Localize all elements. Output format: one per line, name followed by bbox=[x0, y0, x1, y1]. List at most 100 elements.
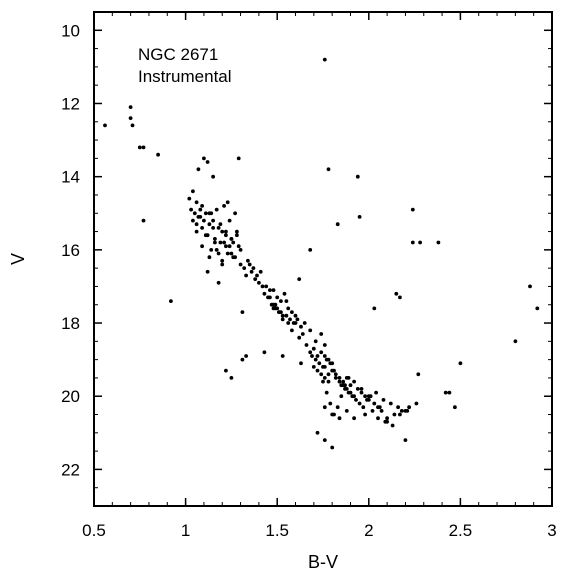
data-point bbox=[379, 409, 384, 413]
data-point bbox=[229, 376, 234, 380]
data-point bbox=[284, 313, 289, 318]
data-point bbox=[372, 401, 377, 406]
data-point bbox=[322, 376, 327, 380]
data-point bbox=[410, 240, 415, 245]
data-point bbox=[290, 328, 294, 333]
data-point bbox=[374, 390, 378, 395]
data-point bbox=[343, 387, 347, 391]
data-point bbox=[370, 409, 375, 413]
data-point bbox=[513, 339, 518, 344]
data-point bbox=[343, 383, 347, 388]
data-point bbox=[214, 207, 219, 212]
data-point bbox=[315, 354, 320, 358]
data-point bbox=[321, 379, 325, 384]
data-point bbox=[315, 430, 320, 435]
data-point bbox=[169, 299, 173, 303]
data-point bbox=[304, 343, 309, 347]
data-point bbox=[286, 321, 291, 325]
data-point bbox=[262, 291, 267, 296]
data-point bbox=[322, 438, 327, 442]
data-point bbox=[337, 379, 342, 384]
data-point bbox=[355, 387, 360, 391]
data-point bbox=[319, 332, 324, 336]
data-point bbox=[229, 237, 234, 241]
data-point bbox=[453, 405, 457, 410]
y-tick-label: 16 bbox=[61, 241, 80, 260]
data-point bbox=[322, 365, 327, 369]
data-point bbox=[240, 310, 245, 314]
x-tick-label: 0.5 bbox=[82, 521, 106, 540]
data-point bbox=[335, 405, 340, 410]
data-point bbox=[187, 196, 192, 201]
y-tick-label: 18 bbox=[61, 314, 80, 333]
data-point bbox=[328, 361, 333, 366]
data-point bbox=[258, 269, 263, 274]
data-point bbox=[365, 398, 369, 402]
data-point bbox=[128, 116, 133, 120]
data-point bbox=[396, 405, 400, 410]
data-point bbox=[227, 244, 232, 249]
data-point bbox=[192, 211, 197, 216]
data-point bbox=[222, 204, 227, 208]
data-point bbox=[200, 226, 205, 230]
data-point bbox=[403, 438, 408, 442]
data-point bbox=[418, 240, 422, 245]
data-point bbox=[213, 237, 217, 241]
data-point bbox=[216, 251, 221, 256]
data-point bbox=[260, 284, 265, 289]
data-point bbox=[322, 354, 327, 358]
x-axis-ticks: 0.5 1 1.5 2 2.5 3 bbox=[82, 12, 557, 540]
data-point bbox=[313, 339, 318, 344]
data-point bbox=[247, 262, 252, 267]
data-point bbox=[330, 445, 335, 450]
data-point bbox=[205, 269, 210, 274]
data-point bbox=[392, 412, 397, 417]
data-point bbox=[257, 280, 261, 285]
data-point bbox=[310, 354, 314, 358]
data-point bbox=[213, 240, 217, 245]
data-point bbox=[458, 361, 463, 366]
data-point bbox=[288, 317, 292, 322]
data-point bbox=[339, 394, 344, 399]
data-point bbox=[128, 105, 133, 109]
y-tick-label: 12 bbox=[61, 94, 80, 113]
data-point bbox=[299, 324, 303, 329]
data-point bbox=[218, 240, 223, 245]
data-point bbox=[198, 207, 203, 212]
data-point bbox=[315, 368, 320, 373]
data-point bbox=[242, 266, 247, 270]
data-point bbox=[233, 255, 238, 260]
data-point bbox=[211, 226, 216, 230]
data-point bbox=[244, 273, 249, 278]
data-point bbox=[416, 372, 421, 377]
data-point bbox=[200, 244, 205, 249]
data-point bbox=[311, 365, 316, 369]
data-point bbox=[346, 376, 351, 380]
data-point bbox=[398, 295, 402, 300]
data-point bbox=[322, 405, 327, 410]
data-point bbox=[225, 200, 230, 205]
data-point bbox=[209, 211, 214, 216]
data-point bbox=[279, 299, 283, 303]
data-point bbox=[275, 295, 280, 300]
data-point bbox=[324, 390, 329, 395]
data-point bbox=[286, 306, 291, 311]
data-point bbox=[233, 211, 238, 216]
data-point bbox=[322, 57, 327, 62]
data-point bbox=[280, 354, 285, 358]
data-point bbox=[236, 156, 241, 161]
x-tick-label: 2 bbox=[364, 521, 373, 540]
data-point bbox=[103, 123, 107, 128]
data-point bbox=[224, 368, 228, 373]
data-point bbox=[209, 248, 214, 252]
data-point bbox=[282, 291, 287, 296]
data-point bbox=[350, 394, 355, 399]
data-point bbox=[326, 372, 331, 377]
data-point bbox=[359, 387, 364, 391]
data-point bbox=[238, 248, 243, 252]
data-point bbox=[399, 409, 404, 413]
data-point bbox=[235, 233, 239, 238]
data-point bbox=[324, 357, 329, 362]
data-point bbox=[203, 233, 208, 238]
data-point bbox=[202, 218, 206, 223]
